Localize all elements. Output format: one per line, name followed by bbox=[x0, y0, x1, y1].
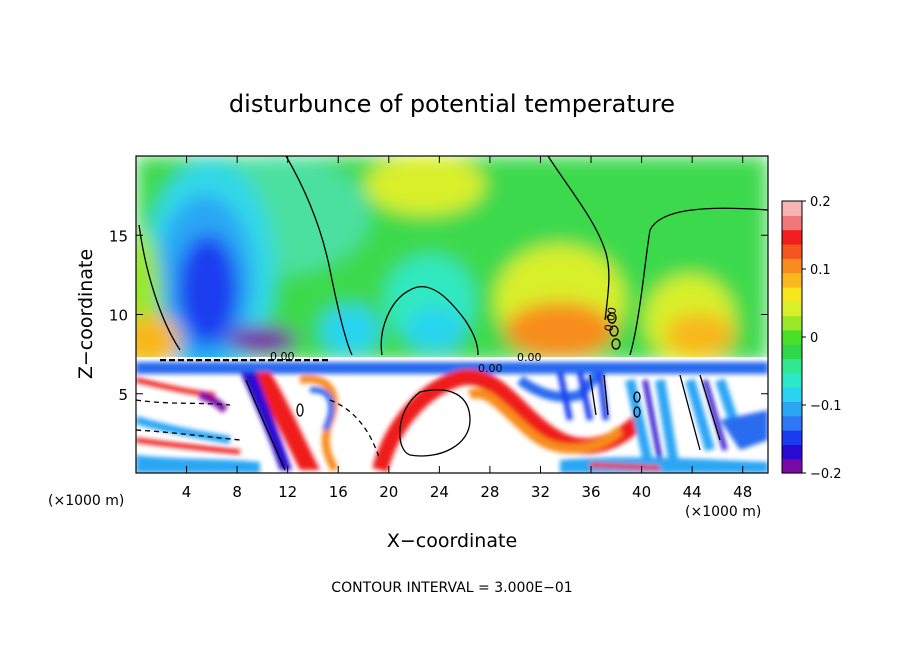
y-axis: 5 10 15 bbox=[109, 227, 768, 404]
contour-lines bbox=[136, 156, 768, 471]
colorbar-tick-label: 0.1 bbox=[810, 263, 831, 278]
colorbar-tick-label: −0.2 bbox=[810, 467, 842, 482]
contour-label: 0.00 bbox=[478, 362, 503, 375]
colorbar-swatch bbox=[782, 229, 802, 245]
y-tick-label: 10 bbox=[109, 307, 128, 325]
y-tick-label: 5 bbox=[118, 386, 128, 404]
colorbar-tick-label: 0 bbox=[810, 331, 818, 346]
x-axis: 4 8 12 16 20 24 28 32 36 40 44 48 bbox=[182, 156, 752, 501]
colorbar-swatch bbox=[782, 301, 802, 317]
colorbar-swatch bbox=[782, 272, 802, 288]
colorbar-swatch bbox=[782, 258, 802, 274]
x-axis-label: X−coordinate bbox=[387, 530, 517, 552]
contour-labels: 0.00 0.00 0.00 0.00 bbox=[270, 306, 619, 375]
contour-label: 0.00 bbox=[602, 306, 619, 332]
upper-layer bbox=[136, 156, 768, 380]
lower-layer bbox=[136, 358, 768, 473]
colorbar-swatch bbox=[782, 401, 802, 417]
contour-label: 0.00 bbox=[270, 350, 295, 363]
colorbar-tick-label: 0.2 bbox=[810, 195, 831, 210]
colorbar: 0.2 0.1 0 −0.1 −0.2 bbox=[781, 195, 842, 482]
x-tick-label: 28 bbox=[480, 483, 499, 501]
y-tick-label: 15 bbox=[109, 227, 128, 245]
colorbar-swatch bbox=[782, 286, 802, 302]
x-unit-left: (×1000 m) bbox=[48, 493, 124, 509]
y-axis-label: Z−coordinate bbox=[75, 249, 97, 379]
x-tick-label: 12 bbox=[278, 483, 297, 501]
x-tick-label: 44 bbox=[683, 483, 702, 501]
colorbar-swatch bbox=[782, 344, 802, 360]
x-tick-label: 8 bbox=[232, 483, 242, 501]
colorbar-swatch bbox=[782, 201, 802, 216]
x-tick-label: 16 bbox=[329, 483, 348, 501]
chart-title: disturbunce of potential temperature bbox=[229, 90, 675, 118]
heatmap-field: 0.00 0.00 0.00 0.00 bbox=[136, 156, 768, 473]
contour-interval-note: CONTOUR INTERVAL = 3.000E−01 bbox=[331, 580, 572, 596]
colorbar-swatch bbox=[782, 358, 802, 374]
colorbar-swatch bbox=[782, 430, 802, 445]
colorbar-swatch bbox=[782, 444, 802, 460]
x-tick-label: 32 bbox=[531, 483, 550, 501]
colorbar-swatch bbox=[782, 215, 802, 231]
x-tick-label: 4 bbox=[182, 483, 192, 501]
x-tick-label: 40 bbox=[632, 483, 651, 501]
colorbar-tick-label: −0.1 bbox=[810, 399, 842, 414]
colorbar-swatch bbox=[782, 315, 802, 331]
colorbar-swatch bbox=[782, 243, 802, 259]
colorbar-swatch bbox=[782, 458, 802, 474]
colorbar-swatch bbox=[782, 329, 802, 345]
x-unit-right: (×1000 m) bbox=[685, 504, 761, 520]
x-tick-label: 36 bbox=[581, 483, 600, 501]
colorbar-swatch bbox=[782, 372, 802, 388]
contour-label: 0.00 bbox=[517, 351, 542, 364]
x-tick-label: 48 bbox=[733, 483, 752, 501]
colorbar-swatch bbox=[782, 415, 802, 431]
colorbar-swatch bbox=[782, 387, 802, 403]
x-tick-label: 24 bbox=[430, 483, 449, 501]
x-tick-label: 20 bbox=[379, 483, 398, 501]
